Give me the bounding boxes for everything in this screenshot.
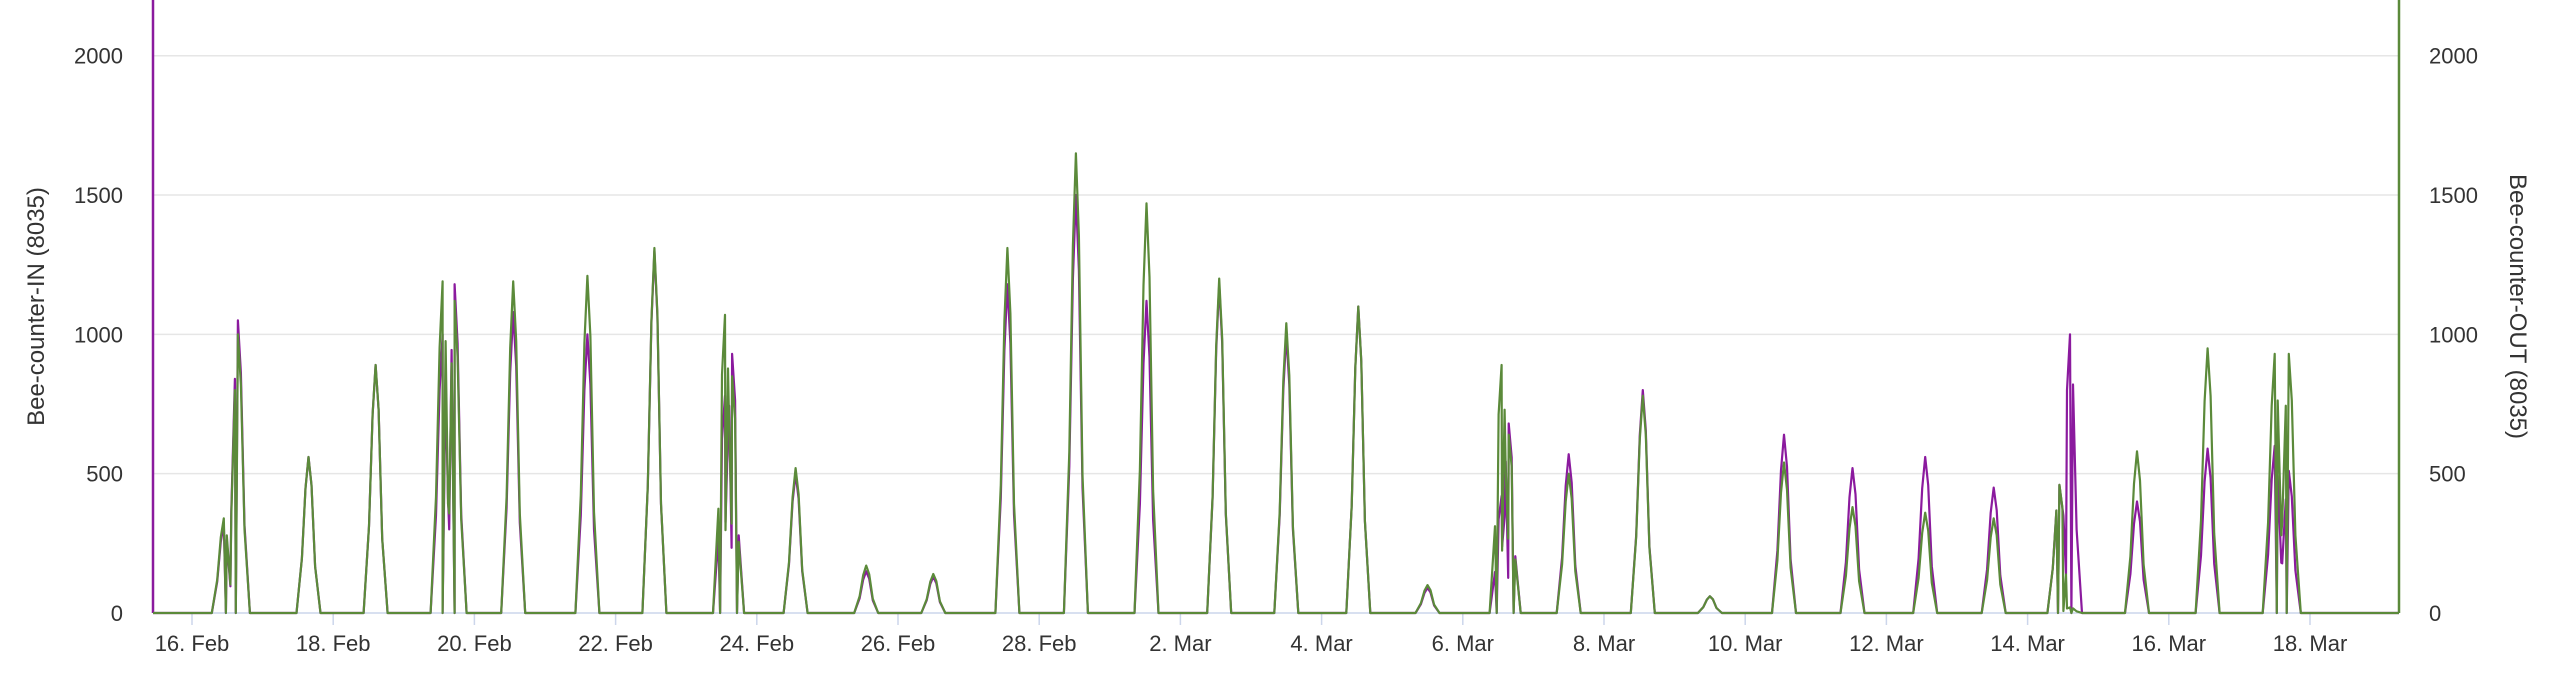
x-tick-label: 10. Mar: [1708, 631, 1783, 656]
y-right-tick-label: 1000: [2429, 322, 2478, 347]
y-right-tick-label: 0: [2429, 601, 2441, 626]
series-group: [153, 152, 2399, 615]
y-left-axis-title: Bee-counter-IN (8035): [23, 187, 50, 426]
x-tick-label: 6. Mar: [1432, 631, 1494, 656]
x-tick-label: 28. Feb: [1002, 631, 1077, 656]
grid: [153, 54, 2399, 475]
y-left-tick-label: 2000: [74, 44, 123, 69]
x-tick-label: 22. Feb: [578, 631, 653, 656]
y-left-tick-label: 500: [86, 462, 123, 487]
x-tick-label: 20. Feb: [437, 631, 512, 656]
x-tick-label: 18. Mar: [2273, 631, 2348, 656]
y-right-tick-label: 500: [2429, 462, 2466, 487]
y-right-tick-label: 1500: [2429, 183, 2478, 208]
x-tick-label: 16. Feb: [155, 631, 230, 656]
y-right-axis-title: Bee-counter-OUT (8035): [2504, 174, 2531, 439]
y-left-tick-label: 1500: [74, 183, 123, 208]
y-right-tick-label: 2000: [2429, 44, 2478, 69]
y-left-tick-label: 1000: [74, 322, 123, 347]
x-tick-label: 18. Feb: [296, 631, 371, 656]
x-tick-label: 8. Mar: [1573, 631, 1635, 656]
x-tick-label: 14. Mar: [1990, 631, 2065, 656]
labels: 0 500 1000 1500 2000 0 500 1000 1500 2000 16. Feb 1…: [23, 44, 2531, 656]
x-tick-label: 2. Mar: [1149, 631, 1211, 656]
x-tick-label: 16. Mar: [2132, 631, 2207, 656]
x-tick-label: 24. Feb: [719, 631, 794, 656]
series-line-out: [153, 152, 2399, 615]
y-left-tick-label: 0: [111, 601, 123, 626]
x-tick-label: 12. Mar: [1849, 631, 1924, 656]
x-tick-label: 26. Feb: [861, 631, 936, 656]
x-tick-label: 4. Mar: [1290, 631, 1352, 656]
